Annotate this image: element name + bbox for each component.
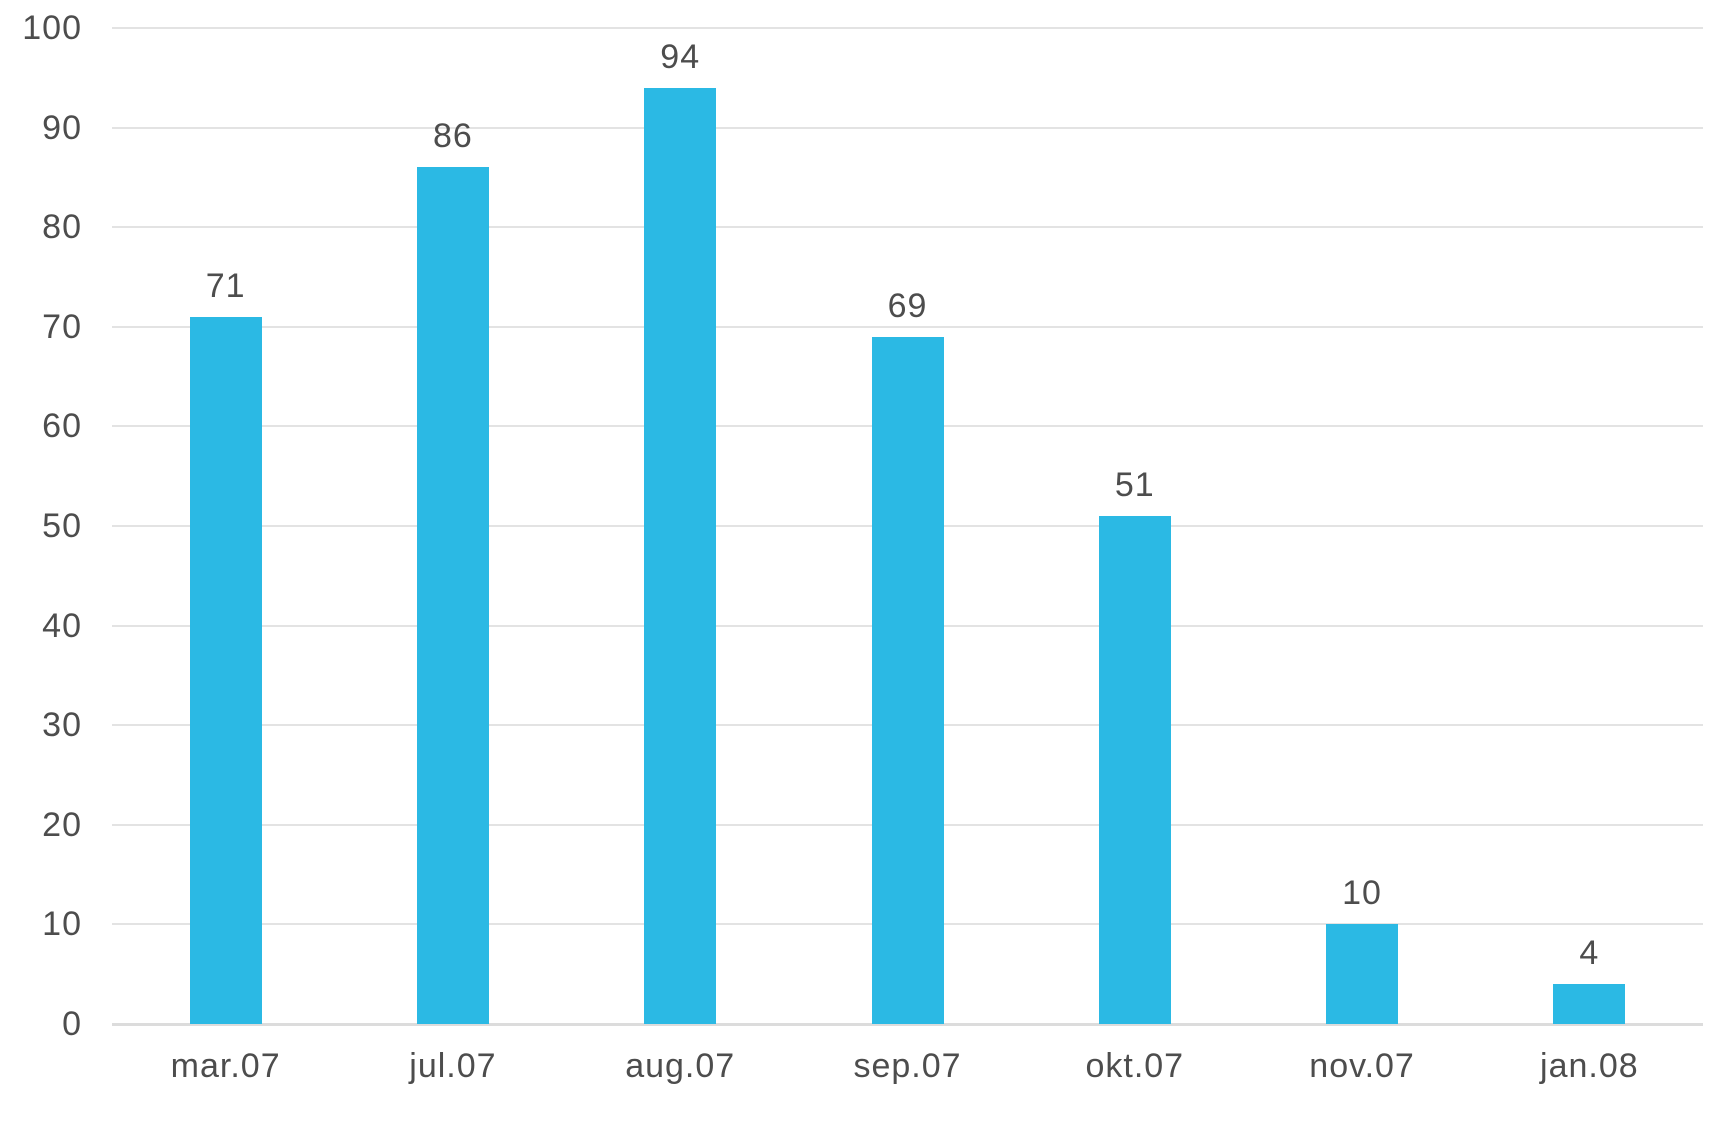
bar-value-label: 86: [433, 117, 473, 156]
bar: [644, 87, 717, 1024]
bar: [1553, 984, 1626, 1024]
bar: [1098, 516, 1171, 1024]
y-tick-label: 40: [42, 606, 82, 645]
y-tick-label: 30: [42, 706, 82, 745]
x-axis-label: jan.08: [1540, 1047, 1639, 1085]
x-axis-label: mar.07: [170, 1047, 281, 1085]
bar-value-label: 10: [1342, 874, 1382, 913]
bar-value-label: 4: [1579, 934, 1600, 973]
y-tick-label: 10: [42, 905, 82, 944]
gridline: [112, 126, 1703, 129]
gridline: [112, 226, 1703, 229]
x-axis-label: jul.07: [409, 1047, 497, 1085]
y-tick-label: 80: [42, 208, 82, 247]
x-axis-label: sep.07: [853, 1047, 962, 1085]
y-tick-label: 0: [62, 1005, 82, 1043]
bar-value-label: 71: [205, 266, 246, 305]
x-axis-line: [112, 1023, 1703, 1026]
y-tick-label: 60: [42, 407, 82, 446]
bar-value-label: 94: [660, 37, 701, 76]
y-tick-label: 100: [22, 9, 82, 47]
y-tick-label: 90: [42, 108, 82, 147]
bar: [871, 336, 944, 1024]
gridline: [112, 325, 1703, 328]
bar-value-label: 51: [1114, 466, 1155, 505]
bar: [416, 167, 489, 1024]
x-axis-label: nov.07: [1309, 1047, 1415, 1085]
gridline: [112, 27, 1703, 29]
bar-value-label: 69: [887, 286, 928, 325]
bar: [1326, 924, 1399, 1024]
x-axis-label: aug.07: [625, 1047, 736, 1085]
bar: [189, 316, 262, 1024]
y-tick-label: 20: [42, 805, 82, 844]
y-tick-label: 50: [42, 507, 82, 545]
y-tick-label: 70: [42, 307, 82, 346]
x-axis-label: okt.07: [1085, 1047, 1185, 1085]
